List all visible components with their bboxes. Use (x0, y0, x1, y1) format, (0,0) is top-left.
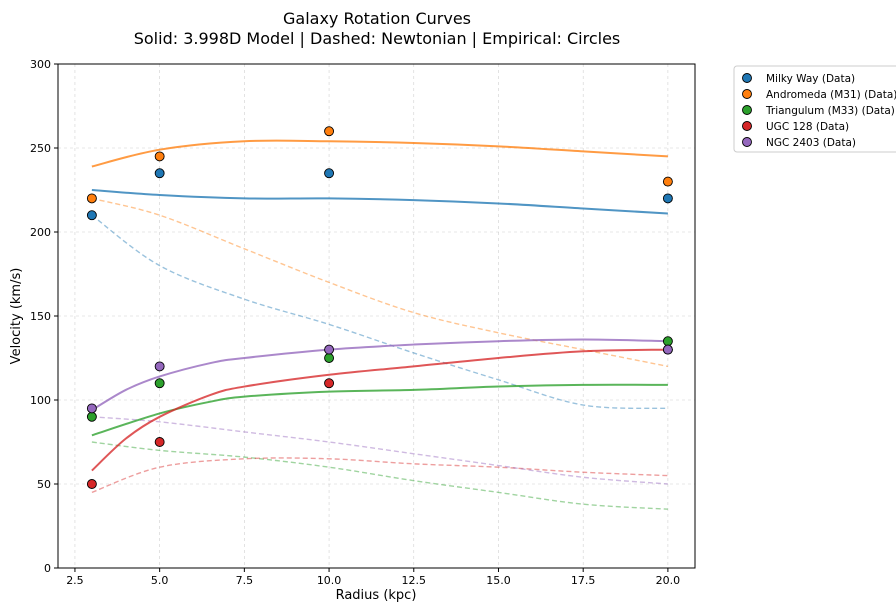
data-point (662, 344, 673, 355)
y-axis-label: Velocity (km/s) (9, 268, 24, 365)
model-curve (91, 338, 668, 411)
legend: Milky Way (Data) Andromeda (M31) (Data) Tr… (733, 65, 896, 153)
data-point (86, 411, 97, 422)
data-point (154, 437, 165, 447)
grid (58, 63, 695, 569)
model-curve (91, 189, 668, 215)
y-tick-label: 50 (37, 478, 51, 491)
legend-box (733, 65, 896, 153)
data-point (662, 176, 673, 187)
x-tick-label: 5.0 (151, 574, 169, 587)
data-point (86, 403, 97, 414)
newtonian-curve (91, 416, 668, 485)
chart-title-line1: Galaxy Rotation Curves (283, 9, 471, 28)
x-tick-label: 20.0 (656, 574, 681, 587)
legend-label: UGC 128 (Data) (766, 121, 849, 133)
x-tick-label: 2.5 (66, 574, 84, 587)
legend-label: Triangulum (M33) (Data) (765, 105, 895, 117)
y-tick-label: 250 (30, 142, 51, 155)
x-tick-label: 12.5 (402, 574, 427, 587)
newtonian-curves (91, 197, 669, 510)
model-curve (91, 139, 668, 168)
x-tick-label: 7.5 (236, 574, 254, 587)
data-point (324, 344, 335, 355)
y-tick-label: 0 (44, 562, 51, 575)
x-axis-label: Radius (kpc) (336, 588, 417, 602)
y-tick-label: 100 (30, 394, 51, 407)
legend-label: Milky Way (Data) (766, 73, 855, 85)
model-curve (91, 348, 668, 472)
y-tick-label: 300 (30, 58, 51, 71)
data-point (86, 479, 97, 489)
data-points (86, 126, 673, 489)
data-point (86, 210, 97, 221)
data-point (662, 193, 673, 204)
newtonian-curve (91, 214, 668, 410)
model-curves (91, 139, 668, 472)
chart-title: Galaxy Rotation Curves Solid: 3.998D Mod… (134, 9, 621, 48)
data-point (154, 168, 165, 179)
x-tick-label: 17.5 (571, 574, 596, 587)
model-curve (91, 383, 668, 437)
legend-marker (742, 105, 752, 115)
legend-label: Andromeda (M31) (Data) (766, 89, 896, 101)
newtonian-curve (91, 457, 668, 494)
data-point (154, 378, 165, 389)
legend-marker (742, 89, 752, 99)
axis-ticks: 2.5 5.0 7.5 10.0 12.5 15.0 17.5 20.0 0 50 100 150 20… (30, 58, 680, 587)
data-point (154, 151, 165, 162)
y-tick-label: 150 (30, 310, 51, 323)
legend-label: NGC 2403 (Data) (766, 137, 856, 149)
chart-title-line2: Solid: 3.998D Model | Dashed: Newtonian … (134, 29, 621, 48)
data-point (86, 193, 97, 204)
newtonian-curve (91, 197, 669, 368)
y-tick-label: 200 (30, 226, 51, 239)
x-tick-label: 10.0 (317, 574, 342, 587)
data-point (324, 168, 335, 179)
data-point (662, 336, 673, 347)
legend-marker (742, 73, 752, 83)
legend-marker (742, 137, 752, 147)
legend-marker (742, 121, 752, 131)
data-point (324, 378, 335, 389)
data-point (324, 126, 335, 137)
newtonian-curve (91, 441, 668, 510)
x-tick-label: 15.0 (486, 574, 511, 587)
data-point (154, 361, 165, 372)
data-point (324, 353, 335, 363)
